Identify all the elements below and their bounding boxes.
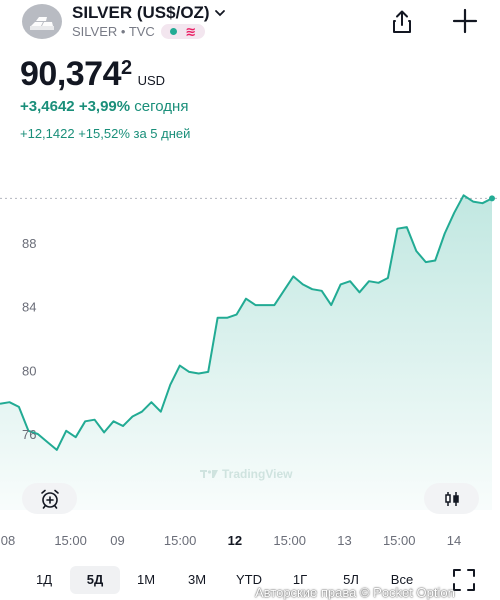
copyright-watermark: Авторские права © Pocket Option bbox=[255, 585, 455, 600]
change-today-period: сегодня bbox=[134, 98, 189, 115]
watermark-text: TradingView bbox=[222, 467, 293, 481]
change-today-value: +3,4642 bbox=[20, 98, 75, 115]
share-icon bbox=[393, 10, 411, 33]
price-fraction: 2 bbox=[121, 57, 132, 79]
change-5-days: +12,1422 +15,52% за 5 дней bbox=[20, 126, 191, 141]
symbol-title: SILVER (US$/OZ) bbox=[72, 3, 210, 22]
range-all[interactable]: Все bbox=[390, 572, 414, 587]
price-currency: USD bbox=[137, 73, 166, 88]
last-price-point bbox=[489, 195, 495, 202]
market-status-badge[interactable]: ≋ bbox=[160, 24, 205, 39]
fullscreen-icon bbox=[453, 569, 475, 591]
x-tick-label: 15:00 bbox=[273, 533, 306, 548]
y-tick-label: 88 bbox=[22, 236, 36, 251]
symbol-logo bbox=[22, 4, 62, 39]
market-open-dot-icon bbox=[169, 28, 177, 35]
price-main: 90,374 bbox=[20, 55, 122, 93]
range-1y[interactable]: 1Г bbox=[292, 572, 308, 587]
price-chart[interactable]: 88 84 80 76 08 15:00 09 15:00 12 15:00 13 15:00 14 bbox=[0, 190, 500, 560]
x-tick-label: 15:00 bbox=[383, 533, 416, 548]
x-tick-label: 12 bbox=[228, 533, 242, 548]
tradingview-watermark: TradingView bbox=[200, 467, 292, 481]
change-today-percent: +3,99% bbox=[78, 98, 131, 115]
range-1m[interactable]: 1М bbox=[136, 572, 156, 587]
x-tick-label: 15:00 bbox=[54, 533, 87, 548]
x-tick-label: 14 bbox=[447, 533, 461, 548]
y-tick-label: 84 bbox=[22, 300, 36, 315]
chevron-down-icon bbox=[214, 4, 226, 24]
y-tick-label: 76 bbox=[22, 427, 36, 442]
range-ytd[interactable]: YTD bbox=[236, 572, 262, 587]
y-tick-label: 80 bbox=[22, 363, 36, 378]
x-tick-label: 15:00 bbox=[164, 533, 197, 548]
x-tick-label: 09 bbox=[110, 533, 124, 548]
add-button[interactable] bbox=[450, 6, 480, 36]
candlestick-icon bbox=[444, 491, 459, 506]
last-price: 90,3742 USD bbox=[20, 55, 165, 94]
alarm-clock-plus-icon bbox=[40, 489, 59, 509]
symbol-subtitle-row: SILVER • TVC ≋ bbox=[72, 24, 205, 39]
change-today: +3,4642 +3,99% сегодня bbox=[20, 98, 188, 115]
plus-icon bbox=[452, 8, 478, 34]
share-button[interactable] bbox=[388, 8, 416, 36]
x-tick-label: 13 bbox=[337, 533, 351, 548]
symbol-subtitle: SILVER • TVC bbox=[72, 24, 155, 39]
range-selector: 1Д 5Д 1М 3М YTD 1Г 5Л Все bbox=[0, 564, 500, 596]
range-5d[interactable]: 5Д bbox=[70, 566, 120, 594]
price-line bbox=[0, 194, 493, 451]
symbol-selector[interactable]: SILVER (US$/OZ) bbox=[72, 3, 226, 24]
chart-style-button[interactable] bbox=[424, 483, 479, 514]
silver-bars-icon bbox=[30, 17, 54, 30]
range-5y[interactable]: 5Л bbox=[343, 572, 359, 587]
approx-icon: ≋ bbox=[185, 24, 197, 39]
range-3m[interactable]: 3М bbox=[187, 572, 207, 587]
fullscreen-button[interactable] bbox=[452, 568, 476, 592]
add-alert-button[interactable] bbox=[22, 483, 77, 514]
x-tick-label: 08 bbox=[1, 533, 15, 548]
price-area-fill bbox=[0, 195, 492, 511]
range-1d[interactable]: 1Д bbox=[35, 572, 53, 587]
tradingview-logo-icon bbox=[200, 470, 218, 478]
